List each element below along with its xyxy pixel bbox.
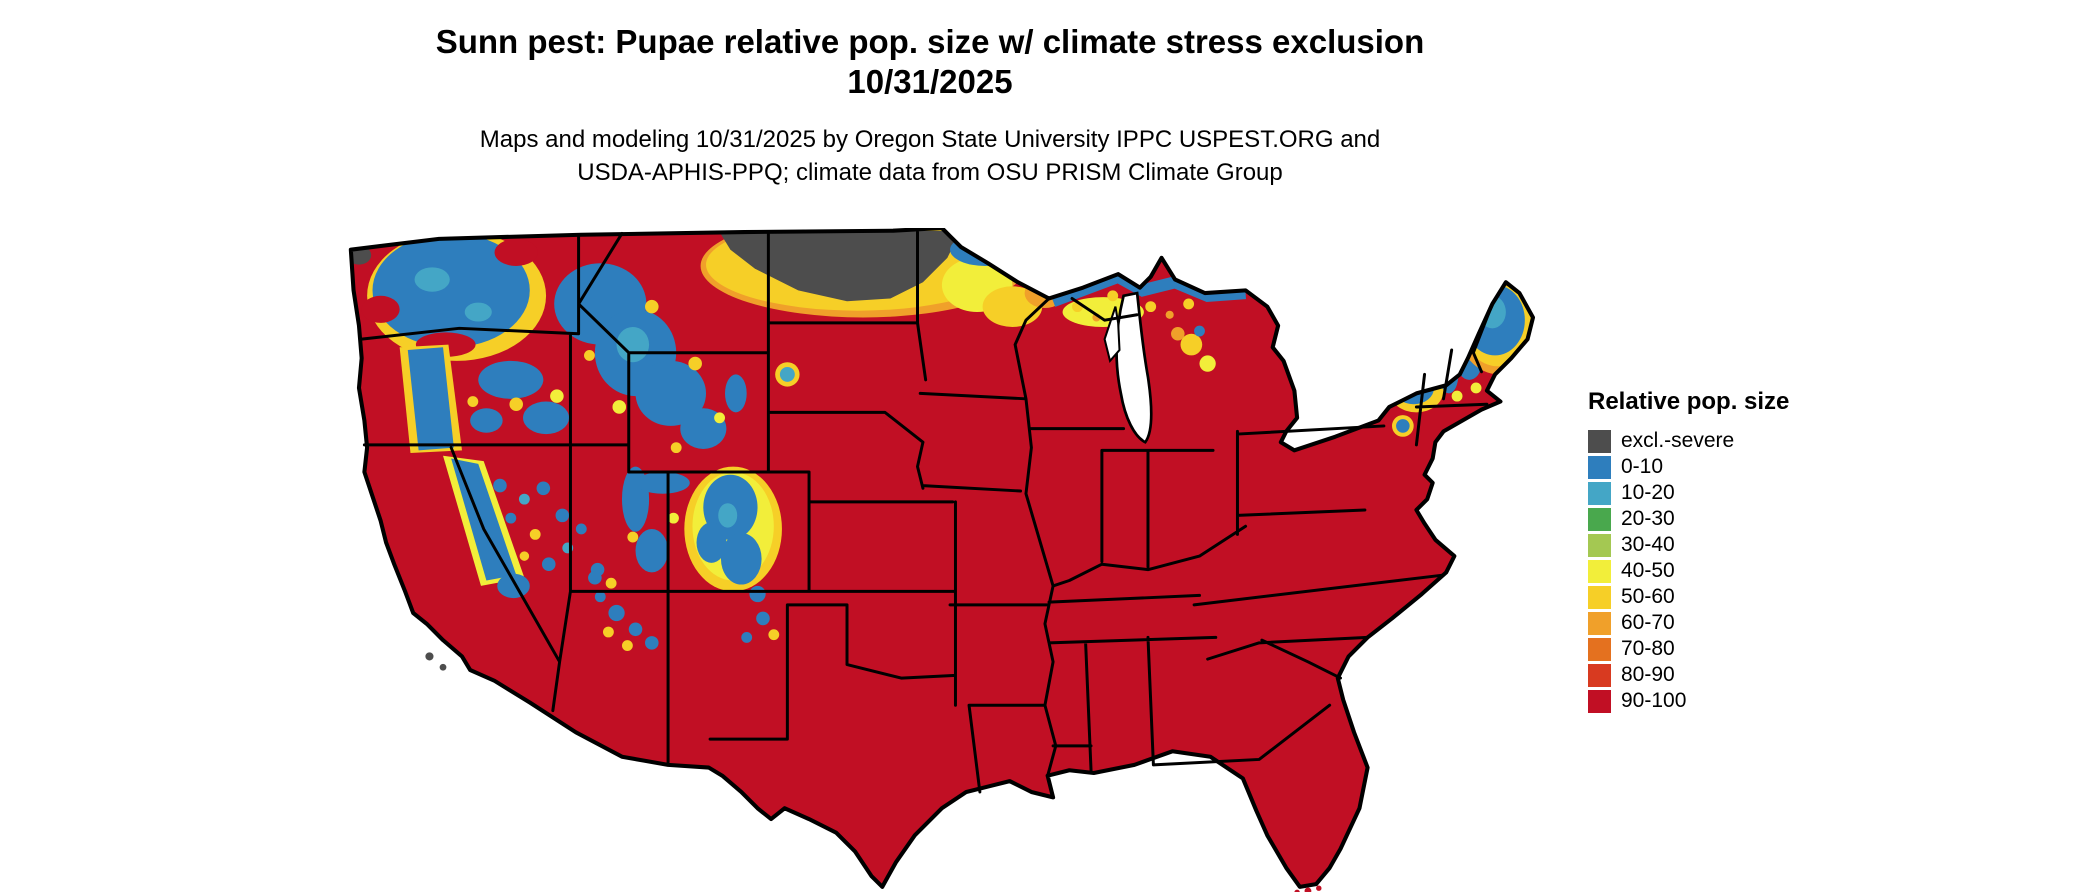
legend-swatch [1588, 481, 1611, 505]
legend-item: excl.-severe [1588, 428, 1789, 454]
legend-label: 30-40 [1621, 533, 1675, 556]
patch-northern-michigan [1171, 325, 1216, 372]
patch-washington [350, 230, 547, 361]
patch-black-hills [775, 362, 800, 387]
patch-utah [621, 466, 690, 573]
legend-item: 20-30 [1588, 506, 1789, 532]
legend-item: 40-50 [1588, 558, 1789, 584]
figure-title-line2: 10/31/2025 [847, 63, 1013, 101]
legend-swatch [1588, 637, 1611, 661]
patch-nevada-specks [493, 478, 617, 589]
legend-label: 80-90 [1621, 663, 1675, 686]
legend-swatch [1588, 689, 1611, 713]
legend-label: 50-60 [1621, 585, 1675, 608]
legend-title: Relative pop. size [1588, 388, 1790, 415]
legend-item: 30-40 [1588, 532, 1789, 558]
patch-oregon [399, 344, 570, 454]
legend-label: 10-20 [1621, 481, 1675, 504]
figure-subtitle-line2: USDA-APHIS-PPQ; climate data from OSU PR… [577, 158, 1283, 186]
legend-label: 40-50 [1621, 559, 1675, 582]
legend-label: excl.-severe [1621, 429, 1735, 452]
patch-arizona-new-mexico [588, 570, 780, 651]
us-outline [348, 228, 1536, 889]
legend-label: 70-80 [1621, 637, 1675, 660]
legend-label: 90-100 [1621, 689, 1687, 712]
legend-item: 60-70 [1588, 610, 1789, 636]
legend-swatch [1588, 559, 1611, 583]
us-choropleth-map [348, 228, 1536, 892]
figure-title-line1: Sunn pest: Pupae relative pop. size w/ c… [435, 23, 1425, 60]
legend-swatch [1588, 429, 1611, 453]
legend-label: 0-10 [1621, 455, 1664, 478]
figure-header: Sunn pest: Pupae relative pop. size w/ c… [0, 22, 1860, 189]
legend-label: 60-70 [1621, 611, 1675, 634]
patch-wyoming [670, 374, 747, 454]
legend-swatch [1588, 533, 1611, 557]
state-borders [360, 230, 1494, 794]
figure-subtitle: Maps and modeling 10/31/2025 by Oregon S… [0, 123, 1860, 189]
legend: Relative pop. size excl.-severe 0-10 10-… [1588, 388, 1789, 714]
green-bay [1103, 306, 1121, 363]
legend-items: excl.-severe 0-10 10-20 20-30 30-40 40-5… [1588, 428, 1789, 714]
legend-swatch [1588, 455, 1611, 479]
legend-swatch [1588, 663, 1611, 687]
offshore-specks [425, 652, 1322, 892]
figure-subtitle-line1: Maps and modeling 10/31/2025 by Oregon S… [479, 125, 1381, 153]
legend-swatch [1588, 507, 1611, 531]
lake-michigan [1115, 291, 1153, 444]
patch-colorado [684, 466, 782, 592]
map-raster-layer [350, 228, 1533, 887]
legend-item: 50-60 [1588, 584, 1789, 610]
legend-item: 70-80 [1588, 636, 1789, 662]
legend-item: 90-100 [1588, 688, 1789, 714]
legend-item: 10-20 [1588, 480, 1789, 506]
legend-item: 0-10 [1588, 454, 1789, 480]
legend-swatch [1588, 611, 1611, 635]
legend-swatch [1588, 585, 1611, 609]
legend-item: 80-90 [1588, 662, 1789, 688]
legend-label: 20-30 [1621, 507, 1675, 530]
